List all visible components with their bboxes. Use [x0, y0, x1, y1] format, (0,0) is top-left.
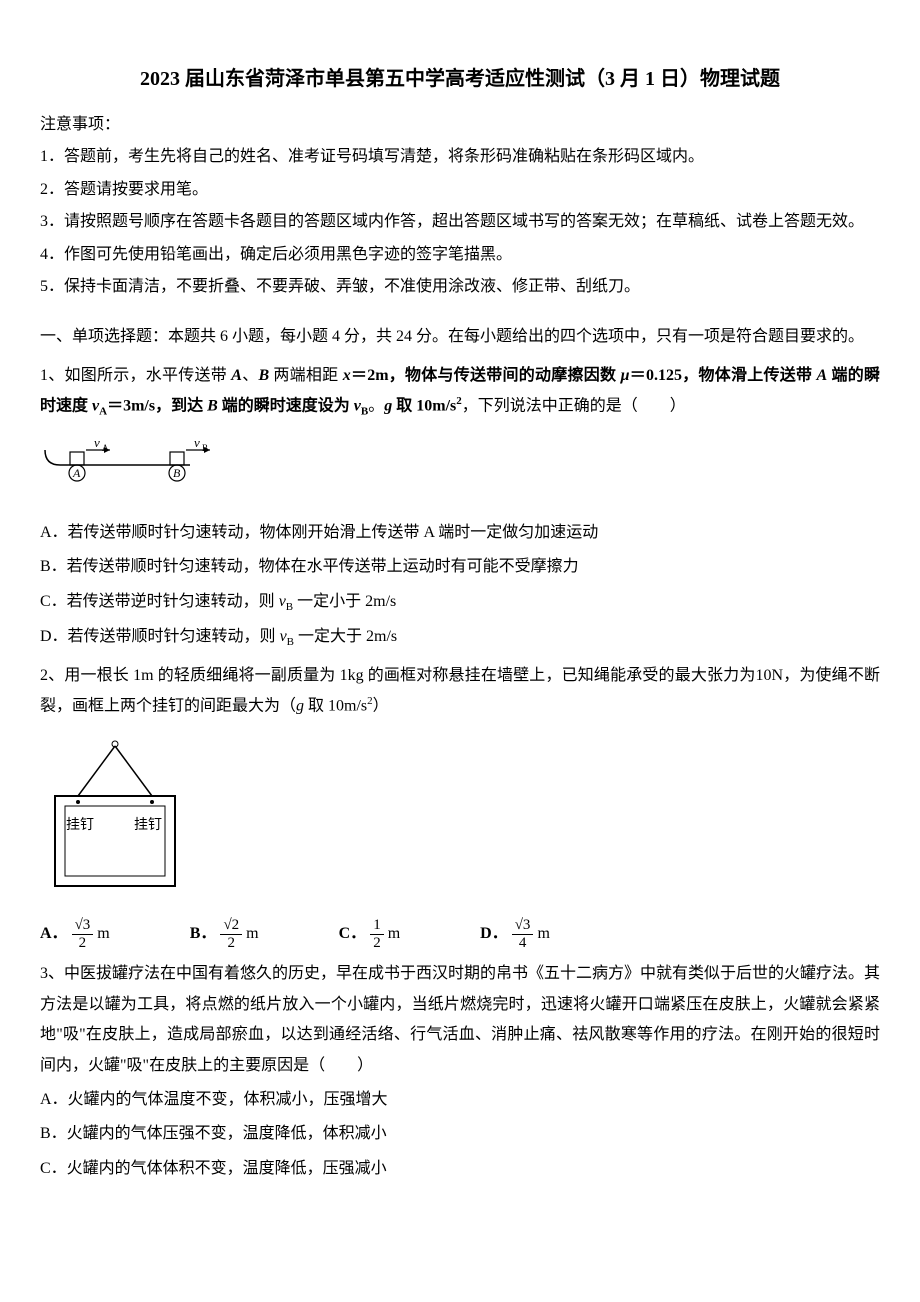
q1-text: ＝2m，物体与传送带间的动摩擦因数 — [351, 367, 621, 384]
q1-B: B — [258, 367, 269, 384]
q2-optB-unit: m — [246, 919, 258, 949]
q2-optC-frac: 1 2 — [370, 917, 384, 951]
q3-option-a: A．火罐内的气体温度不变，体积减小，压强增大 — [40, 1085, 880, 1115]
q1-text: 1、如图所示，水平传送带 — [40, 367, 231, 384]
svg-text:B: B — [202, 443, 208, 453]
q1-text: 两端相距 — [269, 367, 343, 384]
q1-optD-sub: B — [287, 636, 294, 648]
q2-optA-frac: √3 2 — [72, 917, 94, 951]
q2-option-c: C． 1 2 m — [339, 917, 401, 951]
q1-text: ＝3m/s，到达 — [107, 397, 207, 414]
q1-B2: B — [207, 397, 218, 414]
svg-text:B: B — [173, 466, 181, 480]
q3-option-c: C．火罐内的气体体积不变，温度降低，压强减小 — [40, 1154, 880, 1184]
q3-option-b: B．火罐内的气体压强不变，温度降低，体积减小 — [40, 1119, 880, 1149]
svg-text:挂钉: 挂钉 — [134, 817, 162, 833]
q2-g: g — [296, 698, 304, 715]
section1-header: 一、单项选择题：本题共 6 小题，每小题 4 分，共 24 分。在每小题给出的四… — [40, 322, 880, 352]
q2-optC-unit: m — [388, 919, 400, 949]
q1-optD-v: v — [280, 628, 287, 645]
q1-vB: v — [354, 397, 361, 414]
svg-text:A: A — [102, 443, 109, 453]
q2-optD-unit: m — [537, 919, 549, 949]
q2-optC-num: 1 — [370, 917, 384, 935]
q1-text: ＝0.125，物体滑上传送带 — [629, 367, 816, 384]
q1-x: x — [343, 367, 351, 384]
q2-optD-label: D． — [480, 919, 508, 949]
q2-optB-frac: √2 2 — [220, 917, 242, 951]
q1-optD-pre: D．若传送带顺时针匀速转动，则 — [40, 628, 280, 645]
q1-text: 取 10m/s — [392, 397, 456, 414]
q1-option-d: D．若传送带顺时针匀速转动，则 vB 一定大于 2m/s — [40, 622, 880, 653]
notice-item-2: 2．答题请按要求用笔。 — [40, 175, 880, 205]
q2-figure: 挂钉 挂钉 — [40, 734, 880, 905]
q1-option-a: A．若传送带顺时针匀速转动，物体刚开始滑上传送带 A 端时一定做匀加速运动 — [40, 518, 880, 548]
q1-text: 、 — [242, 367, 259, 384]
svg-text:A: A — [72, 466, 81, 480]
q2-optB-num: √2 — [220, 917, 242, 935]
notice-item-5: 5．保持卡面清洁，不要折叠、不要弄破、弄皱，不准使用涂改液、修正带、刮纸刀。 — [40, 272, 880, 302]
q1-text: ，下列说法中正确的是（ ） — [462, 397, 686, 414]
q1-A: A — [231, 367, 242, 384]
page-title: 2023 届山东省菏泽市单县第五中学高考适应性测试（3 月 1 日）物理试题 — [40, 60, 880, 98]
svg-text:v: v — [94, 435, 100, 450]
q2-optC-label: C． — [339, 919, 367, 949]
notice-item-4: 4．作图可先使用铅笔画出，确定后必须用黑色字迹的签字笔描黑。 — [40, 240, 880, 270]
q1-text: 端的瞬时速度设为 — [218, 397, 354, 414]
q2-options: A． √3 2 m B． √2 2 m C． 1 2 m D． √3 4 m — [40, 917, 880, 951]
q2-optA-unit: m — [97, 919, 109, 949]
q1-optC-v: v — [279, 593, 286, 610]
q2-optB-label: B． — [190, 919, 217, 949]
q2-text3: ） — [373, 698, 389, 715]
notice-item-1: 1．答题前，考生先将自己的姓名、准考证号码填写清楚，将条形码准确粘贴在条形码区域… — [40, 142, 880, 172]
q2-optB-den: 2 — [220, 935, 242, 952]
svg-text:挂钉: 挂钉 — [66, 817, 94, 833]
question-3: 3、中医拔罐疗法在中国有着悠久的历史，早在成书于西汉时期的帛书《五十二病方》中就… — [40, 959, 880, 1081]
q2-text2: 取 — [304, 698, 328, 715]
q1-figure: v A A v B B — [40, 435, 880, 506]
q2-option-a: A． √3 2 m — [40, 917, 110, 951]
q2-text1: 2、用一根长 1m 的轻质细绳将一副质量为 1kg 的画框对称悬挂在墙壁上，已知… — [40, 667, 880, 715]
question-1: 1、如图所示，水平传送带 A、B 两端相距 x＝2m，物体与传送带间的动摩擦因数… — [40, 361, 880, 423]
q1-option-b: B．若传送带顺时针匀速转动，物体在水平传送带上运动时有可能不受摩擦力 — [40, 552, 880, 582]
q1-A2: A — [817, 367, 828, 384]
q1-optC-post: 一定小于 2m/s — [293, 593, 396, 610]
q1-optD-post: 一定大于 2m/s — [294, 628, 397, 645]
question-2: 2、用一根长 1m 的轻质细绳将一副质量为 1kg 的画框对称悬挂在墙壁上，已知… — [40, 661, 880, 722]
q2-optD-den: 4 — [512, 935, 534, 952]
q2-optD-frac: √3 4 — [512, 917, 534, 951]
q2-optA-den: 2 — [72, 935, 94, 952]
q1-optC-pre: C．若传送带逆时针匀速转动，则 — [40, 593, 279, 610]
svg-text:v: v — [194, 435, 200, 450]
q2-option-b: B． √2 2 m — [190, 917, 259, 951]
q1-vA-sub: A — [99, 406, 107, 418]
q1-text: 。 — [368, 397, 384, 414]
notice-item-3: 3．请按照题号顺序在答题卡各题目的答题区域内作答，超出答题区域书写的答案无效；在… — [40, 207, 880, 237]
q2-optA-num: √3 — [72, 917, 94, 935]
q2-option-d: D． √3 4 m — [480, 917, 550, 951]
q2-gval: 10m/s — [328, 698, 367, 715]
q2-optC-den: 2 — [370, 935, 384, 952]
q1-option-c: C．若传送带逆时针匀速转动，则 vB 一定小于 2m/s — [40, 587, 880, 618]
q2-optD-num: √3 — [512, 917, 534, 935]
notice-header: 注意事项： — [40, 110, 880, 140]
q2-optA-label: A． — [40, 919, 68, 949]
